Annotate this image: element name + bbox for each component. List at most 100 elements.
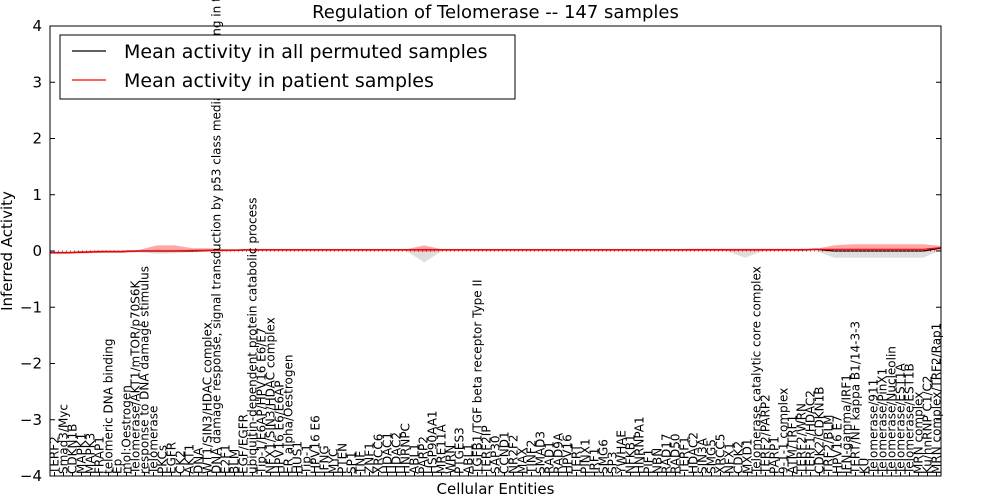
x-tick-label: MRN complex/TRF2/Rap1 [930, 323, 944, 474]
x-tick-label: TERF2/WRN [795, 403, 809, 475]
x-tick-label: PARP1 [768, 436, 782, 474]
x-tick-label: CCND1 [498, 431, 512, 474]
x-tick-label: TGFB1/TGF beta receptor Type II [471, 279, 485, 475]
x-tick-label: Telomerase catalytic core complex [750, 266, 764, 475]
x-tick-label: NFKB1 [624, 434, 638, 474]
x-tick-label: E2F1 [219, 444, 233, 474]
x-tick-label: TERF2 [48, 436, 62, 475]
x-tick-label: DNA damage response, signal transduction… [210, 0, 224, 474]
x-tick-label: MRN complex [912, 392, 926, 474]
x-tick-label: HPV16 E6/E6AP [273, 381, 287, 474]
x-tick-label: XRCC6 [372, 434, 386, 474]
x-tick-label: MYC [327, 449, 341, 474]
y-tick-label: −1 [20, 298, 42, 316]
x-tick-label: HPV16 [561, 434, 575, 474]
x-tick-label: MAPK1 [75, 433, 89, 474]
x-tick-label: WT1/SIN3/HDAC complex [201, 322, 215, 474]
legend-label: Mean activity in all permuted samples [124, 41, 487, 63]
x-tick-label: HSP90AA1 [426, 410, 440, 474]
confidence-bands [50, 244, 941, 263]
x-tick-label: ABL1 [462, 443, 476, 474]
x-tick-label: NFX1/SIN3/HDAC complex [264, 317, 278, 474]
x-tick-label: CDK2/CDKN1B [813, 387, 827, 475]
x-tick-label: PARP2 [417, 436, 431, 474]
legend-label: Mean activity in patient samples [124, 70, 434, 92]
x-tick-label: MXD1 [741, 439, 755, 474]
x-tick-label: IRF1 [588, 448, 602, 474]
x-tick-label: IFNG [318, 445, 332, 474]
x-tick-label: Ku/hnRNP C1/C2 [921, 375, 935, 474]
y-tick-label: −4 [20, 467, 42, 485]
x-tick-label: RAD17 [660, 433, 674, 474]
x-tick-label: HDAC2 [390, 432, 404, 474]
y-tick-label: −2 [20, 355, 42, 373]
x-tick-label: HNRNPA1 [633, 416, 647, 474]
x-tick-labels: TERF2Smad3/MycCDKN1BMAPK1MAPK3FRAP1telom… [48, 0, 944, 476]
x-tick-label: AKT1 [183, 444, 197, 474]
x-tick-label: PTGES3 [453, 427, 467, 474]
x-tick-label: KU [858, 458, 872, 474]
x-tick-label: ABL1 [408, 443, 422, 474]
x-tick-label: Telomerase/AKT1/mTOR/p70S6K [129, 279, 143, 475]
chart-title: Regulation of Telomerase -- 147 samples [312, 2, 679, 23]
x-axis-label: Cellular Entities [437, 480, 555, 498]
x-tick-label: FRAP1 [93, 436, 107, 474]
x-tick-label: RAD1 [543, 441, 557, 474]
y-axis-ticks: −4 −3 −2 −1 0 1 2 3 4 [20, 17, 941, 485]
x-tick-label: HDAC2 [687, 432, 701, 474]
x-tick-label: Telomerase [147, 406, 161, 475]
x-tick-label: TERF2/PARP2 [759, 394, 773, 475]
x-tick-label: SIN3A [696, 437, 710, 474]
x-tick-label: SAP30 [489, 435, 503, 474]
x-tick-label: RAD9A [552, 432, 566, 474]
x-tick-label: Telomerase/EST1A [894, 362, 908, 475]
x-tick-label: Tip-1 [300, 444, 314, 475]
x-tick-label: TERF1 [678, 436, 692, 475]
x-tick-label: mol:Oestrogen [120, 385, 134, 474]
x-tick-label: DNA [192, 447, 206, 474]
x-tick-label: MRE11A [435, 423, 449, 474]
x-tick-label: TERT [570, 444, 584, 475]
x-tick-label: PIF1 [642, 449, 656, 474]
x-tick-label: CK2 [174, 450, 188, 474]
x-tick-label: MAPK3 [84, 433, 98, 474]
x-tick-label: HPV16 E7 [831, 415, 845, 474]
legend-box [59, 34, 516, 100]
y-tick-label: 0 [32, 242, 42, 260]
x-tick-label: Smad3/Myc [57, 404, 71, 474]
y-tick-label: 4 [32, 17, 42, 35]
x-tick-label: XRCC5 [714, 434, 728, 474]
x-tick-label: Ep [111, 459, 125, 474]
x-tick-label: SP3 [606, 452, 620, 475]
x-tick-label: telomeric DNA binding [102, 339, 116, 475]
x-tick-label: TERF2IP [480, 425, 494, 475]
x-tick-label: SP1 [345, 452, 359, 475]
x-tick-label: BLM [228, 449, 242, 474]
x-tick-label: SMG6 [597, 439, 611, 474]
patient-series-line [50, 247, 942, 254]
band-0 [50, 244, 941, 254]
x-tick-label: EGF/EGFR [237, 414, 251, 474]
x-tick-label: YWHAE [615, 430, 629, 475]
y-tick-label: 2 [32, 130, 42, 148]
x-tick-label: response to DNA damage stimulus [138, 266, 152, 474]
x-tick-label: TERF1/HDAC2 [804, 390, 818, 475]
x-tick-label: NBN [651, 448, 665, 474]
x-tick-label: TERT/NF kappa B1/14-3-3 [849, 321, 863, 475]
x-tick-label: Tip-1/E6AP/HPV16 E6/E7 [255, 327, 269, 475]
x-tick-label: SMG5 [705, 439, 719, 474]
x-tick-label: Telomerase/911 [867, 379, 881, 475]
x-tick-label: HPV16 E6 [309, 415, 323, 474]
x-tick-label: HUS1 [291, 441, 305, 474]
x-tick-label: EGFR [165, 442, 179, 474]
y-axis-label: Inferred Activity [0, 191, 16, 311]
x-tick-label: WRN [444, 445, 458, 474]
x-tick-label: IFN-gamma/IRF1 [840, 374, 854, 474]
legend: Mean activity in all permuted samples Mea… [59, 34, 516, 100]
x-tick-label: ubiquitin-dependent protein catabolic pr… [246, 198, 260, 474]
x-tick-label: Telomerase/EST1B [903, 363, 917, 475]
x-tick-label: RAD50 [669, 433, 683, 474]
x-tick-label: SMAD3 [534, 431, 548, 474]
x-tick-label: PTEN [336, 443, 350, 474]
